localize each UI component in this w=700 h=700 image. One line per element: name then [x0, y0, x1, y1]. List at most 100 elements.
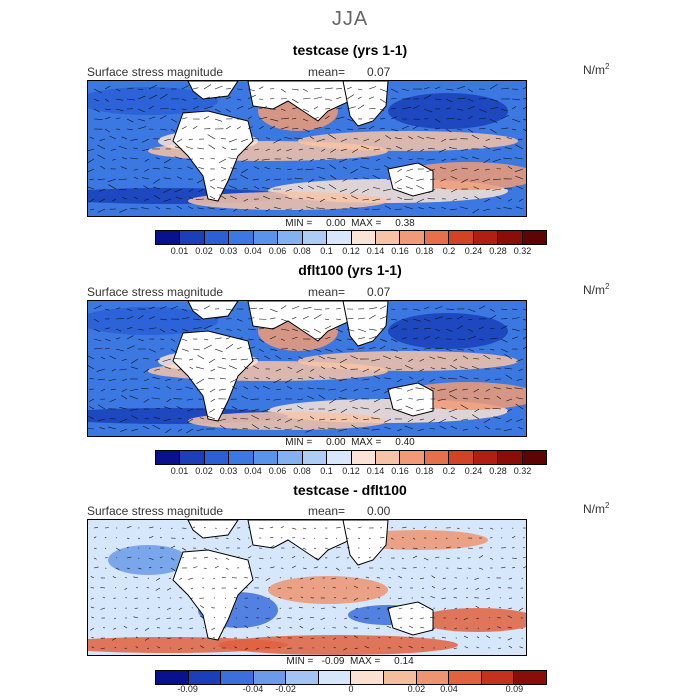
wind-vector — [163, 177, 172, 180]
wind-vector — [93, 318, 99, 323]
wind-vector — [177, 418, 183, 420]
wind-vector — [448, 388, 458, 393]
wind-vector — [157, 646, 161, 649]
wind-vector — [478, 527, 484, 530]
wind-vector — [291, 336, 298, 340]
wind-vector — [522, 86, 526, 90]
colorbar-swatch — [375, 451, 401, 464]
wind-vector — [196, 388, 205, 391]
wind-vector — [487, 627, 491, 630]
colorbar-swatch — [481, 671, 515, 684]
wind-vector — [265, 178, 271, 181]
wind-vector — [209, 178, 216, 182]
colorbar-tick-label: 0.08 — [293, 466, 311, 476]
units-exponent: 2 — [605, 282, 610, 291]
wind-vector — [368, 107, 376, 110]
wind-vector — [218, 388, 227, 391]
wind-vector — [390, 88, 399, 93]
wind-vector — [306, 196, 315, 200]
wind-vector — [247, 88, 255, 92]
wind-vector — [474, 168, 480, 172]
wind-vector — [291, 555, 296, 559]
wind-vector — [475, 587, 480, 591]
wind-vector — [114, 617, 117, 620]
wind-vector — [196, 428, 205, 432]
wind-vector — [445, 98, 453, 103]
wind-vector — [423, 128, 429, 131]
colorbar-swatch — [522, 451, 546, 464]
wind-vector — [88, 416, 95, 420]
wind-vector — [492, 188, 502, 191]
wind-vector — [214, 337, 222, 340]
wind-vector — [100, 647, 106, 650]
wind-vector — [428, 206, 436, 210]
wind-vector — [417, 378, 425, 382]
wind-vector — [504, 367, 513, 370]
wind-vector — [137, 315, 144, 320]
colorbar — [155, 670, 547, 685]
wind-vector — [137, 118, 146, 122]
wind-vector — [353, 597, 359, 601]
wind-vector — [500, 87, 510, 90]
wind-vector — [148, 94, 158, 100]
wind-vector — [340, 408, 348, 413]
wind-vector — [324, 348, 333, 352]
wind-vector — [360, 145, 370, 150]
wind-vector — [483, 418, 491, 424]
wind-vector — [265, 208, 271, 212]
wind-vector — [364, 646, 370, 649]
wind-vector — [483, 354, 491, 360]
wind-vector — [521, 596, 524, 599]
wind-vector — [379, 557, 382, 559]
wind-vector — [163, 188, 172, 193]
wind-vector — [518, 368, 524, 372]
wind-vector — [511, 336, 518, 340]
wind-vector — [302, 348, 310, 352]
wind-vector — [398, 575, 403, 579]
wind-vector — [230, 195, 238, 200]
wind-vector — [155, 206, 161, 210]
wind-vector — [316, 207, 326, 210]
wind-vector — [430, 617, 436, 619]
colorbar-swatch — [278, 231, 303, 244]
wind-vector — [330, 175, 337, 180]
wind-vector — [352, 406, 359, 410]
units-label: N/m2 — [583, 501, 609, 516]
wind-vector — [473, 186, 480, 190]
wind-vector — [472, 156, 480, 160]
wind-vector — [467, 336, 476, 340]
wind-vector — [195, 366, 205, 370]
wind-vector — [375, 158, 381, 162]
wind-vector — [489, 527, 494, 530]
wind-vector — [254, 158, 260, 162]
wind-vector — [88, 148, 95, 152]
wind-vector — [466, 607, 469, 610]
wind-vector — [416, 185, 425, 190]
wind-vector — [124, 587, 128, 590]
map-svg — [88, 301, 526, 436]
wind-vector — [197, 147, 205, 150]
wind-vector — [166, 587, 172, 591]
wind-vector — [254, 148, 260, 151]
wind-vector — [438, 148, 447, 153]
wind-vector — [170, 557, 175, 561]
wind-vector — [192, 106, 199, 110]
colorbar-swatch — [253, 451, 279, 464]
wind-vector — [503, 206, 513, 210]
wind-vector — [126, 98, 136, 101]
wind-vector — [423, 336, 431, 340]
wind-vector — [247, 307, 257, 310]
wind-vector — [133, 168, 139, 171]
wind-vector — [137, 95, 146, 100]
wind-vector — [467, 328, 473, 332]
wind-vector — [189, 617, 194, 620]
wind-vector — [475, 605, 480, 609]
wind-vector — [441, 158, 447, 162]
wind-vector — [137, 567, 142, 570]
wind-vector — [339, 365, 348, 370]
wind-vector — [163, 418, 172, 422]
wind-vector — [147, 577, 150, 579]
wind-vector — [459, 366, 469, 370]
wind-vector — [225, 125, 231, 130]
wind-vector — [401, 337, 407, 340]
